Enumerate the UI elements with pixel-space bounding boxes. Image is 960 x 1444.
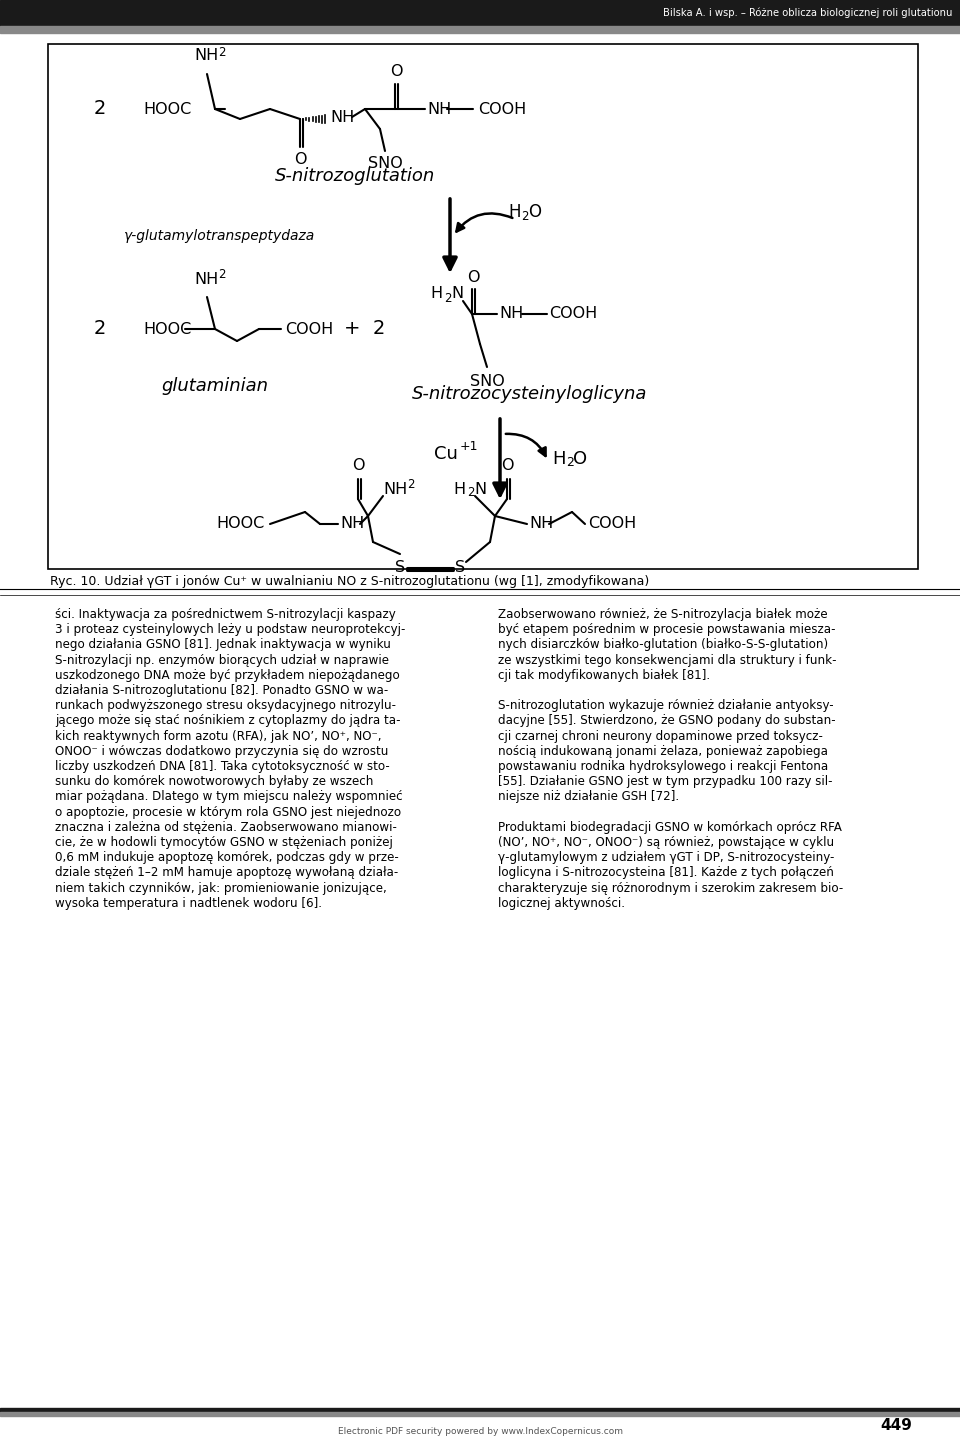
Text: 2: 2 — [94, 100, 107, 118]
Text: 2: 2 — [218, 46, 226, 59]
Text: [55]. Działanie GSNO jest w tym przypadku 100 razy sil-: [55]. Działanie GSNO jest w tym przypadk… — [498, 775, 832, 788]
Text: ONOO⁻ i wówczas dodatkowo przyczynia się do wzrostu: ONOO⁻ i wówczas dodatkowo przyczynia się… — [55, 745, 389, 758]
Text: NH: NH — [383, 481, 407, 497]
Text: S-nitrozoglutation: S-nitrozoglutation — [275, 168, 435, 185]
Text: ze wszystkimi tego konsekwencjami dla struktury i funk-: ze wszystkimi tego konsekwencjami dla st… — [498, 654, 836, 667]
Text: O: O — [467, 270, 479, 284]
Text: S-nitrozylacji np. enzymów biorących udział w naprawie: S-nitrozylacji np. enzymów biorących udz… — [55, 654, 389, 667]
Text: o apoptozie, procesie w którym rola GSNO jest niejednozo: o apoptozie, procesie w którym rola GSNO… — [55, 806, 401, 819]
Text: 0,6 mM indukuje apoptozę komórek, podczas gdy w prze-: 0,6 mM indukuje apoptozę komórek, podcza… — [55, 851, 398, 864]
Text: O: O — [390, 65, 402, 79]
Text: niejsze niż działanie GSH [72].: niejsze niż działanie GSH [72]. — [498, 790, 679, 803]
Text: H: H — [552, 451, 565, 468]
Text: kich reaktywnych form azotu (RFA), jak NO’, NO⁺, NO⁻,: kich reaktywnych form azotu (RFA), jak N… — [55, 729, 381, 742]
Text: 2: 2 — [444, 292, 451, 305]
Text: nych disiarczków białko-glutation (białko-S-S-glutation): nych disiarczków białko-glutation (białk… — [498, 638, 828, 651]
Text: niem takich czynników, jak: promieniowanie jonizujące,: niem takich czynników, jak: promieniowan… — [55, 882, 387, 895]
Text: 2: 2 — [566, 456, 574, 469]
Text: nego działania GSNO [81]. Jednak inaktywacja w wyniku: nego działania GSNO [81]. Jednak inaktyw… — [55, 638, 391, 651]
Text: 2: 2 — [467, 487, 474, 500]
Text: COOH: COOH — [478, 101, 526, 117]
Bar — [0, 1408, 960, 1412]
Text: uszkodzonego DNA może być przykładem niepożądanego: uszkodzonego DNA może być przykładem nie… — [55, 669, 399, 682]
Text: COOH: COOH — [588, 517, 636, 531]
Text: (NO’, NO⁺, NO⁻, ONOO⁻) są również, powstające w cyklu: (NO’, NO⁺, NO⁻, ONOO⁻) są również, powst… — [498, 836, 834, 849]
Text: H: H — [430, 286, 443, 302]
Text: O: O — [351, 459, 364, 474]
Text: NH: NH — [427, 101, 451, 117]
Text: sunku do komórek nowotworowych byłaby ze wszech: sunku do komórek nowotworowych byłaby ze… — [55, 775, 373, 788]
Text: powstawaniu rodnika hydroksylowego i reakcji Fentona: powstawaniu rodnika hydroksylowego i rea… — [498, 760, 828, 773]
Text: ści. Inaktywacja za pośrednictwem S-nitrozylacji kaspazy: ści. Inaktywacja za pośrednictwem S-nitr… — [55, 608, 396, 621]
Text: 3 i proteaz cysteinylowych leży u podstaw neuroprotekcyj-: 3 i proteaz cysteinylowych leży u podsta… — [55, 624, 405, 637]
Text: H: H — [508, 204, 520, 221]
Text: HOOC: HOOC — [143, 322, 191, 336]
Text: dziale stężeń 1–2 mM hamuje apoptozę wywołaną działa-: dziale stężeń 1–2 mM hamuje apoptozę wyw… — [55, 866, 398, 879]
Text: Produktami biodegradacji GSNO w komórkach oprócz RFA: Produktami biodegradacji GSNO w komórkac… — [498, 820, 842, 833]
Text: dacyjne [55]. Stwierdzono, że GSNO podany do substan-: dacyjne [55]. Stwierdzono, że GSNO podan… — [498, 715, 835, 728]
Bar — [0, 1412, 960, 1417]
Text: γ-glutamylowym z udziałem γGT i DP, S-nitrozocysteiny-: γ-glutamylowym z udziałem γGT i DP, S-ni… — [498, 851, 834, 864]
Text: γ-glutamylotranspeptydaza: γ-glutamylotranspeptydaza — [125, 230, 316, 243]
Text: Zaobserwowano również, że S-nitrozylacja białek może: Zaobserwowano również, że S-nitrozylacja… — [498, 608, 828, 621]
Text: znaczna i zależna od stężenia. Zaobserwowano mianowi-: znaczna i zależna od stężenia. Zaobserwo… — [55, 820, 396, 833]
Text: O: O — [528, 204, 541, 221]
Text: S: S — [455, 560, 465, 576]
Text: O: O — [501, 459, 514, 474]
Text: 2: 2 — [218, 269, 226, 282]
Text: jącego może się stać nośnikiem z cytoplazmy do jądra ta-: jącego może się stać nośnikiem z cytopla… — [55, 715, 400, 728]
Text: liczby uszkodzeń DNA [81]. Taka cytotoksyczność w sto-: liczby uszkodzeń DNA [81]. Taka cytotoks… — [55, 760, 390, 773]
Text: +1: +1 — [460, 440, 478, 453]
Text: Cu: Cu — [434, 445, 458, 464]
Text: O: O — [573, 451, 588, 468]
Text: runkach podwyższonego stresu oksydacyjnego nitrozylu-: runkach podwyższonego stresu oksydacyjne… — [55, 699, 396, 712]
Text: Ryc. 10. Udział γGT i jonów Cu⁺ w uwalnianiu NO z S-nitrozoglutationu (wg [1], z: Ryc. 10. Udział γGT i jonów Cu⁺ w uwalni… — [50, 575, 649, 588]
Text: cie, że w hodowli tymocytów GSNO w stężeniach poniżej: cie, że w hodowli tymocytów GSNO w stęże… — [55, 836, 393, 849]
Text: NH: NH — [340, 517, 364, 531]
Text: nością indukowaną jonami żelaza, ponieważ zapobiega: nością indukowaną jonami żelaza, poniewa… — [498, 745, 828, 758]
Text: 449: 449 — [880, 1418, 912, 1434]
Text: loglicyna i S-nitrozocysteina [81]. Każde z tych połączeń: loglicyna i S-nitrozocysteina [81]. Każd… — [498, 866, 834, 879]
Text: NH: NH — [529, 517, 553, 531]
Bar — [0, 26, 960, 33]
Text: NH: NH — [499, 306, 523, 322]
Text: N: N — [474, 481, 486, 497]
Text: działania S-nitrozoglutationu [82]. Ponadto GSNO w wa-: działania S-nitrozoglutationu [82]. Pona… — [55, 684, 388, 697]
Text: NH: NH — [195, 49, 219, 64]
Text: Electronic PDF security powered by www.IndexCopernicus.com: Electronic PDF security powered by www.I… — [338, 1428, 622, 1437]
Text: S-nitrozoglutation wykazuje również działanie antyoksy-: S-nitrozoglutation wykazuje również dzia… — [498, 699, 833, 712]
Text: charakteryzuje się różnorodnym i szerokim zakresem bio-: charakteryzuje się różnorodnym i szeroki… — [498, 882, 843, 895]
Text: wysoka temperatura i nadtlenek wodoru [6].: wysoka temperatura i nadtlenek wodoru [6… — [55, 897, 322, 910]
Text: NH: NH — [195, 271, 219, 286]
Text: HOOC: HOOC — [217, 517, 265, 531]
Text: H: H — [453, 481, 466, 497]
Text: +  2: + 2 — [345, 319, 386, 338]
Text: 2: 2 — [94, 319, 107, 338]
Text: miar pożądana. Dlatego w tym miejscu należy wspomnieć: miar pożądana. Dlatego w tym miejscu nal… — [55, 790, 402, 803]
Text: 2: 2 — [521, 209, 529, 222]
Text: S-nitrozocysteinyloglicyna: S-nitrozocysteinyloglicyna — [412, 386, 648, 403]
Text: COOH: COOH — [285, 322, 333, 336]
Text: S: S — [395, 560, 405, 576]
Text: HOOC: HOOC — [143, 101, 191, 117]
Text: N: N — [451, 286, 463, 302]
Text: COOH: COOH — [549, 306, 597, 322]
Text: cji czarnej chroni neurony dopaminowe przed toksycz-: cji czarnej chroni neurony dopaminowe pr… — [498, 729, 823, 742]
Text: 2: 2 — [407, 478, 415, 491]
Bar — [0, 0, 960, 26]
Text: Bilska A. i wsp. – Różne oblicza biologicznej roli glutationu: Bilska A. i wsp. – Różne oblicza biologi… — [662, 7, 952, 19]
Text: NH: NH — [330, 110, 354, 124]
Text: logicznej aktywności.: logicznej aktywności. — [498, 897, 625, 910]
Text: glutaminian: glutaminian — [161, 377, 269, 396]
Text: SNO: SNO — [469, 374, 504, 388]
Text: cji tak modyfikowanych białek [81].: cji tak modyfikowanych białek [81]. — [498, 669, 710, 682]
Bar — [48, 43, 918, 569]
Text: SNO: SNO — [368, 156, 402, 172]
Text: być etapem pośrednim w procesie powstawania miesza-: być etapem pośrednim w procesie powstawa… — [498, 624, 835, 637]
Text: O: O — [294, 152, 306, 166]
